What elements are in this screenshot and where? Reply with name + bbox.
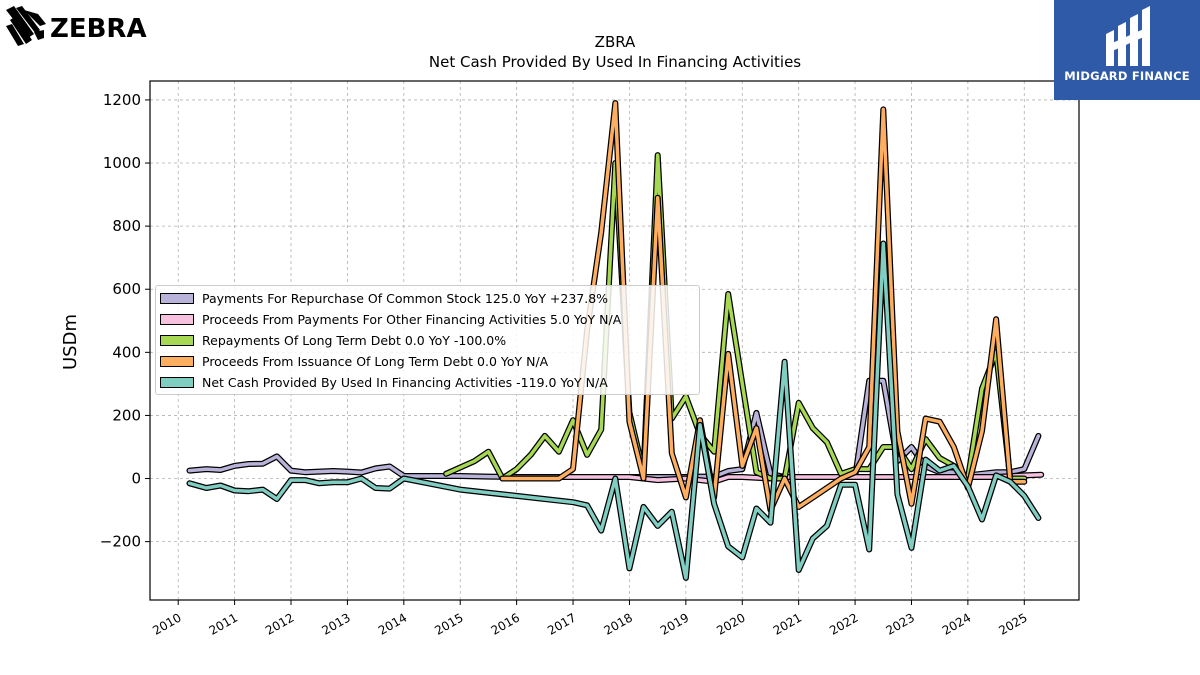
y-tick-label: 600	[112, 280, 141, 298]
x-tick-label: 2014	[376, 610, 409, 637]
series-line	[187, 378, 1041, 479]
series-line	[187, 241, 1041, 580]
series-lines	[186, 100, 1045, 581]
legend-swatch	[160, 355, 194, 367]
x-tick-label: 2012	[263, 610, 296, 637]
chart-legend: Payments For Repurchase Of Common Stock …	[155, 285, 700, 395]
legend-label: Proceeds From Payments For Other Financi…	[202, 311, 622, 327]
midgard-finance-logo: MIDGARD FINANCE	[1054, 0, 1200, 100]
midgard-logo-text: MIDGARD FINANCE	[1064, 69, 1190, 83]
x-tick-label: 2011	[207, 610, 240, 637]
legend-swatch	[160, 334, 194, 346]
legend-swatch	[160, 376, 194, 388]
y-tick-label: 400	[112, 343, 141, 361]
chart-subtitle: Net Cash Provided By Used In Financing A…	[429, 53, 801, 71]
legend-swatch	[160, 292, 194, 304]
x-tick-label: 2017	[545, 610, 578, 637]
legend-item: Repayments Of Long Term Debt 0.0 YoY -10…	[160, 331, 506, 349]
series-line-outline	[186, 377, 1042, 480]
y-tick-label: −200	[100, 533, 141, 551]
x-tick-label: 2023	[884, 610, 917, 637]
x-tick-label: 2018	[601, 610, 634, 637]
legend-label: Proceeds From Issuance Of Long Term Debt…	[202, 353, 549, 369]
midgard-mark-icon	[1106, 6, 1150, 66]
x-tick-label: 2022	[827, 610, 860, 637]
legend-swatch	[160, 313, 194, 325]
x-tick-label: 2010	[150, 610, 183, 637]
x-tick-label: 2013	[319, 610, 352, 637]
legend-item: Payments For Repurchase Of Common Stock …	[160, 289, 608, 307]
zebra-logo-text: ZEBRA	[50, 14, 147, 44]
y-tick-label: 0	[131, 470, 141, 488]
x-tick-label: 2015	[432, 610, 465, 637]
y-axis-ticks: −200 0 200 400 600 800 1000 1200	[100, 91, 150, 551]
legend-label: Repayments Of Long Term Debt 0.0 YoY -10…	[202, 332, 507, 348]
x-tick-label: 2020	[714, 610, 747, 637]
chart-title: ZBRA	[595, 33, 636, 51]
legend-label: Net Cash Provided By Used In Financing A…	[202, 374, 608, 390]
plot-frame	[149, 80, 1080, 601]
y-tick-label: 1000	[103, 154, 141, 172]
x-tick-label: 2025	[996, 610, 1029, 637]
legend-label: Payments For Repurchase Of Common Stock …	[202, 290, 609, 306]
zebra-logo: ZEBRA	[4, 4, 154, 50]
zebra-head-icon: ZEBRA	[6, 6, 147, 46]
x-tick-label: 2016	[489, 610, 522, 637]
legend-item: Proceeds From Payments For Other Financi…	[160, 310, 621, 328]
legend-item: Proceeds From Issuance Of Long Term Debt…	[160, 352, 548, 370]
x-tick-label: 2021	[771, 610, 804, 637]
y-tick-label: 1200	[103, 91, 141, 109]
y-axis-label: USDm	[60, 314, 81, 370]
x-tick-label: 2024	[940, 610, 973, 637]
y-tick-label: 200	[112, 406, 141, 424]
series-line	[444, 153, 1027, 481]
legend-item: Net Cash Provided By Used In Financing A…	[160, 373, 608, 391]
x-tick-label: 2019	[658, 610, 691, 637]
y-tick-label: 800	[112, 217, 141, 235]
x-axis-ticks: 2010 2011 2012 2013 2014 2015 2016 2017 2018 2019…	[150, 600, 1030, 638]
